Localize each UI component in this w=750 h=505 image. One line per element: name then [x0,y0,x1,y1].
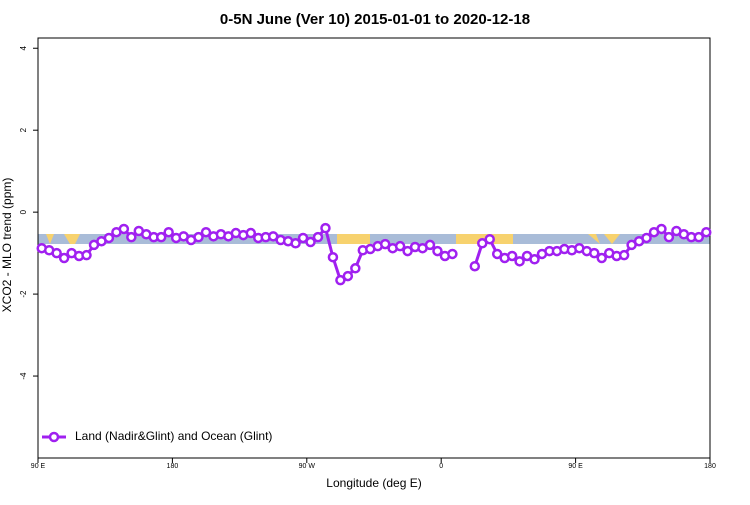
data-point [103,232,115,244]
data-point [477,238,488,249]
legend-marker [48,431,60,443]
data-point [447,248,458,260]
data-point [596,252,607,264]
x-tick-label: 0 [439,463,443,470]
data-point [529,254,540,265]
data-point [126,231,137,243]
data-point [193,231,204,243]
land-band [46,234,54,244]
legend-label: Land (Nadir&Glint) and Ocean (Glint) [75,429,272,443]
data-point [312,231,324,243]
x-tick-label: 90 E [31,463,46,470]
data-point [118,223,130,235]
data-point [305,236,316,248]
y-axis-label: XCO2 - MLO trend (ppm) [0,178,14,313]
data-point [663,231,675,243]
data-point [155,231,167,243]
x-tick-label: 180 [167,463,179,470]
x-tick-label: 90 W [299,463,316,470]
y-tick-label: -4 [19,372,28,380]
y-tick-label: 2 [19,127,28,132]
data-point [491,248,503,260]
data-point [290,238,301,249]
data-point [379,238,391,250]
y-tick-label: -2 [19,290,28,298]
data-point [514,256,525,267]
data-point [58,252,70,264]
data-point [701,226,712,238]
data-point [81,249,92,261]
data-point [618,249,630,261]
data-point [51,247,62,259]
data-point [469,260,481,272]
data-point [402,245,413,257]
data-point [200,226,212,238]
data-point [506,250,518,262]
data-point [297,232,309,244]
data-point [432,245,443,257]
data-point [335,274,346,286]
land-band [604,234,620,244]
land-band [588,234,600,244]
x-axis-label: Longitude (deg E) [326,476,421,490]
data-point [163,226,174,238]
data-point [589,247,600,259]
data-point [245,227,257,239]
data-point [693,231,705,243]
x-tick-label: 180 [704,463,716,470]
land-band [337,234,370,244]
y-tick-label: 0 [19,209,28,214]
chart-title: 0-5N June (Ver 10) 2015-01-01 to 2020-12… [220,11,530,28]
data-point [656,223,667,235]
data-point [342,270,354,282]
x-tick-label: 90 E [568,463,583,470]
data-point [484,233,495,245]
data-point [327,251,339,263]
ocean-band [38,234,710,244]
data-point [641,232,652,244]
data-point [350,263,361,274]
y-tick-label: 4 [19,45,28,50]
data-point [394,240,406,252]
data-point [424,239,436,251]
land-band [64,234,80,244]
data-point [320,222,331,234]
